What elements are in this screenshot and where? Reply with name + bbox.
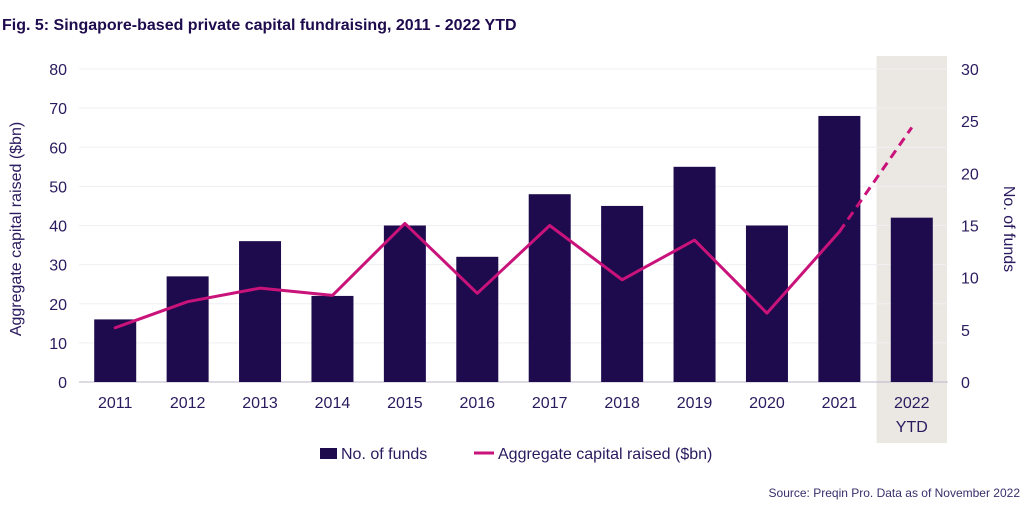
y-tick-label-6: 50 (49, 179, 67, 196)
bar-2019 (673, 166, 716, 382)
bar-2017 (528, 194, 571, 382)
legend: No. of funds Aggregate capital raised ($… (320, 446, 712, 463)
x-tick-label-2022-ytd: 2022 YTD (894, 395, 930, 436)
bar-2018 (601, 205, 644, 382)
y2-tick-label-4: 15 (961, 219, 979, 236)
bar-2011 (94, 319, 137, 382)
legend-label-line: Aggregate capital raised ($bn) (498, 446, 712, 463)
y-tick-label-5: 40 (49, 219, 67, 236)
y-tick-label-4: 30 (49, 258, 67, 275)
y-tick-label-3: 20 (49, 297, 67, 314)
bar-2015 (383, 225, 426, 382)
x-tick-label-2014: 2014 (315, 395, 351, 412)
bar-2013 (239, 241, 282, 382)
y2-tick-label-1: 0 (961, 375, 970, 392)
y-tick-label-9: 80 (49, 62, 67, 79)
x-tick-label-2011: 2011 (98, 395, 133, 412)
x-tick-label-2019: 2019 (677, 395, 713, 412)
bar-2020 (745, 225, 788, 382)
bar-2022-ytd (890, 217, 933, 382)
bar-2016 (456, 256, 499, 382)
y2-tick-label-6: 25 (961, 114, 979, 131)
y2-tick-label-7: 30 (961, 62, 979, 79)
y-tick-label-7: 60 (49, 140, 67, 157)
legend-swatch-bars (320, 448, 337, 459)
y2-axis-title: No. of funds (1000, 186, 1017, 272)
bar-2014 (311, 295, 354, 382)
x-tick-label-2015: 2015 (387, 395, 423, 412)
bar-2012 (166, 276, 209, 382)
x-tick-label-2012: 2012 (170, 395, 206, 412)
line-capital-raised-ytd (838, 126, 914, 233)
y-tick-label-8: 70 (49, 101, 67, 118)
y-tick-label-2: 10 (49, 336, 67, 353)
x-tick-label-2013: 2013 (242, 395, 278, 412)
y2-tick-label-3: 10 (961, 271, 979, 288)
x-tick-label-2020: 2020 (749, 395, 785, 412)
x-tick-label-2021: 2021 (822, 395, 858, 412)
y2-tick-label-2: 5 (961, 323, 970, 340)
x-tick-label-2018: 2018 (604, 395, 640, 412)
chart-title: Fig. 5: Singapore-based private capital … (2, 17, 517, 34)
source-note: Source: Preqin Pro. Data as of November … (768, 486, 1020, 500)
legend-label-bars: No. of funds (341, 446, 427, 463)
x-tick-label-2016: 2016 (459, 395, 495, 412)
x-tick-label-2017: 2017 (532, 395, 568, 412)
y-axis-title: Aggregate capital raised ($bn) (8, 122, 25, 336)
y-tick-label-1: 0 (58, 375, 67, 392)
y2-tick-label-5: 20 (961, 166, 979, 183)
